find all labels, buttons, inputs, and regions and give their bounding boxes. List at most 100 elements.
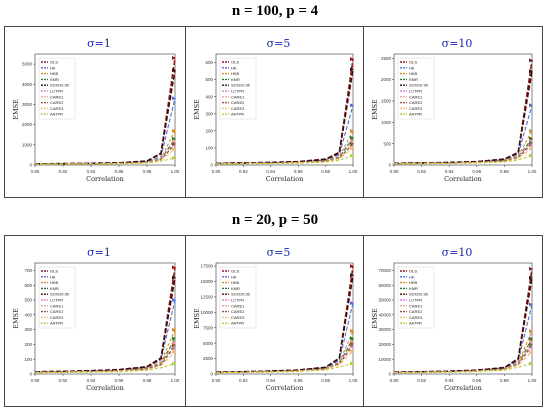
y-tick-label: 100	[205, 146, 213, 151]
legend-label: CARE1	[409, 94, 423, 99]
legend-label: CARE2	[409, 100, 423, 105]
x-tick-label: 0.96	[294, 378, 303, 383]
series-end-marker	[529, 302, 533, 307]
y-tick-label: 10000	[200, 310, 213, 315]
y-tick-label: 0	[388, 163, 391, 168]
chart-panel: σ=5 0.90 0.92 0.94 0.96 0.98 1.00 0 100 200 300 400…	[185, 27, 363, 197]
series-end-marker	[529, 153, 533, 158]
chart-svg: σ=10 0.90 0.92 0.94 0.96 0.98 1.00 0 500 1000 1500…	[371, 37, 537, 183]
legend-label: HK	[231, 65, 237, 70]
x-tick-label: 1.00	[349, 378, 358, 383]
series-end-marker	[529, 266, 533, 271]
section-title-row1: n = 100, p = 4	[231, 3, 319, 19]
x-tick-label: 0.92	[59, 169, 68, 174]
y-tick-label: 1000	[381, 120, 392, 125]
series-end-marker	[350, 67, 354, 72]
y-tick-label: 10000	[378, 357, 391, 362]
series-end-marker	[350, 141, 354, 146]
legend-label: HKB	[50, 71, 59, 76]
figure-row-2: σ=1 0.90 0.92 0.94 0.96 0.98 1.00 0 100 200 300 400…	[4, 235, 543, 407]
legend-label: CARE3	[231, 106, 245, 111]
y-tick-label: 200	[24, 342, 32, 347]
x-tick-label: 0.90	[390, 378, 399, 383]
legend-label: HKB	[231, 280, 240, 285]
series-end-marker	[529, 69, 533, 74]
x-tick-label: 1.00	[528, 169, 537, 174]
legend-label: CARE1	[231, 303, 245, 308]
series-line	[34, 344, 176, 373]
series-line	[34, 277, 176, 373]
x-tick-label: 0.90	[212, 169, 221, 174]
y-tick-label: 300	[24, 327, 32, 332]
y-tick-label: 0	[210, 372, 213, 377]
figure-row-1: σ=1 0.90 0.92 0.94 0.96 0.98 1.00 0 1000 2000 3000…	[4, 26, 543, 198]
chart-panel: σ=1 0.90 0.92 0.94 0.96 0.98 1.00 0 100 200 300 400…	[5, 236, 185, 406]
y-tick-label: 50000	[378, 298, 391, 303]
series-end-marker	[172, 275, 176, 280]
series-end-marker	[529, 349, 533, 354]
section-title-row2: n = 20, p = 50	[231, 212, 319, 228]
legend-label: CARE2	[231, 100, 245, 105]
series-line	[34, 351, 176, 374]
legend-label: AATPR	[50, 112, 63, 117]
series-end-marker	[350, 336, 354, 341]
y-tick-label: 12500	[200, 295, 213, 300]
legend-label: AATPR	[409, 321, 422, 326]
y-tick-label: 20000	[378, 342, 391, 347]
y-tick-label: 3000	[22, 102, 33, 107]
y-tick-label: 600	[24, 283, 32, 288]
series-end-marker	[529, 58, 533, 63]
series-end-marker	[350, 301, 354, 306]
series-end-marker	[529, 103, 533, 108]
series-line	[215, 155, 354, 165]
series-end-marker	[529, 342, 533, 347]
series-line	[393, 363, 533, 374]
y-tick-label: 400	[24, 312, 32, 317]
x-tick-label: 0.94	[87, 378, 96, 383]
series-end-marker	[350, 103, 354, 108]
legend-label: HK	[50, 274, 56, 279]
series-end-marker	[172, 68, 176, 73]
series-end-marker	[172, 336, 176, 341]
x-tick-label: 0.94	[266, 378, 275, 383]
legend-label: KMR	[409, 77, 418, 82]
series-end-marker	[350, 135, 354, 140]
legend-label: HKB	[50, 280, 59, 285]
legend-label: LCTPR	[409, 298, 422, 303]
y-axis-label: EMSE	[12, 99, 20, 120]
series-end-marker	[172, 327, 176, 332]
y-tick-label: 15000	[200, 279, 213, 284]
chart-svg: σ=5 0.90 0.92 0.94 0.96 0.98 1.00 0 2500 5000 7500…	[193, 246, 358, 392]
chart-svg: σ=1 0.90 0.92 0.94 0.96 0.98 1.00 0 100 200 300 400…	[12, 246, 180, 392]
x-tick-label: 0.96	[472, 169, 481, 174]
y-tick-label: 2500	[381, 56, 392, 61]
series-line	[215, 362, 354, 374]
legend-label: OLS	[409, 60, 417, 65]
legend-label: KMR	[231, 77, 240, 82]
series-end-marker	[529, 145, 533, 150]
y-tick-label: 400	[205, 94, 213, 99]
y-tick-label: 200	[205, 128, 213, 133]
series-end-marker	[350, 128, 354, 133]
legend-label: OLS	[231, 269, 239, 274]
x-tick-label: 1.00	[171, 169, 180, 174]
y-tick-label: 40000	[378, 312, 391, 317]
x-tick-label: 0.96	[115, 169, 124, 174]
x-tick-label: 1.00	[171, 378, 180, 383]
series-end-marker	[172, 349, 176, 354]
x-axis-label: Correlation	[444, 175, 482, 183]
series-line	[34, 148, 176, 165]
legend-label: CARE3	[50, 315, 64, 320]
series-end-marker	[529, 128, 533, 133]
series-end-marker	[350, 328, 354, 333]
legend-label: CARE2	[50, 100, 64, 105]
y-tick-label: 30000	[378, 327, 391, 332]
legend-label: CARE3	[231, 315, 245, 320]
legend-label: OLS	[50, 60, 58, 65]
x-tick-label: 1.00	[528, 378, 537, 383]
chart-panel: σ=1 0.90 0.92 0.94 0.96 0.98 1.00 0 1000 2000 3000…	[5, 27, 185, 197]
legend-label: HK	[50, 65, 56, 70]
series-end-marker	[172, 136, 176, 141]
x-axis-label: Correlation	[266, 384, 304, 392]
x-tick-label: 0.92	[417, 378, 426, 383]
